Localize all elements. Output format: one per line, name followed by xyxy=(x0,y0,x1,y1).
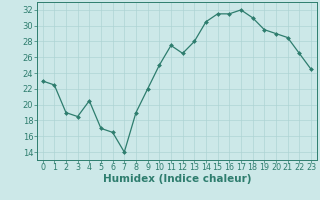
X-axis label: Humidex (Indice chaleur): Humidex (Indice chaleur) xyxy=(102,174,251,184)
